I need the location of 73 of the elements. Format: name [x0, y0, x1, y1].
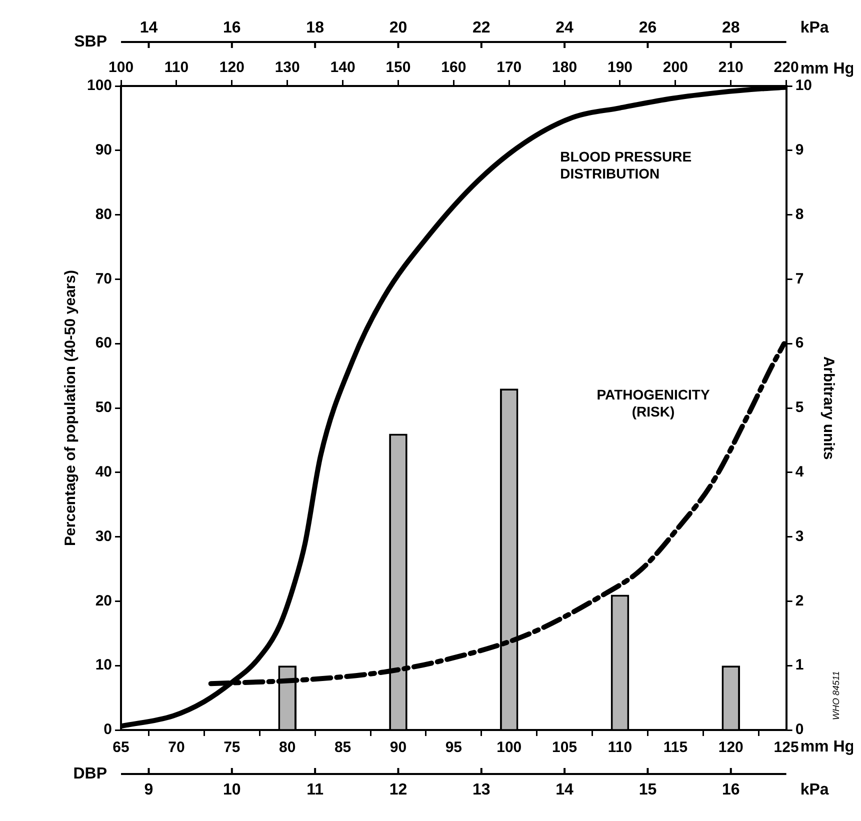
x-tick-label: 125: [774, 739, 799, 756]
y-tick-label: 100: [86, 77, 112, 94]
series-label: BLOOD PRESSURE DISTRIBUTION: [560, 148, 692, 182]
x2-tick-label: 190: [607, 59, 633, 76]
y2-tick-label: 7: [795, 270, 804, 288]
x2-tick-label: 130: [274, 59, 300, 76]
text: 20: [389, 19, 408, 36]
text: 18: [306, 19, 324, 36]
x-tick-label: 110: [608, 739, 632, 756]
text: 9: [144, 781, 154, 798]
text: 14: [140, 19, 158, 36]
text: PATHOGENICITY (RISK): [596, 386, 710, 420]
x2-tick-label: 220: [774, 59, 799, 76]
text: 13: [472, 781, 490, 798]
x-tick-label: 85: [334, 739, 352, 756]
text: kPa: [800, 781, 829, 798]
text: kPa: [800, 19, 829, 36]
y-tick-label: 80: [95, 206, 112, 223]
y2-tick-label: 3: [795, 528, 804, 545]
y-tick-label: 10: [95, 656, 112, 674]
y2-tick-label: 4: [795, 464, 804, 481]
y-tick-label: 60: [95, 334, 112, 352]
x2-tick-label: 140: [330, 59, 356, 76]
y-tick-label: 20: [95, 592, 112, 610]
y-tick-label: 90: [95, 142, 112, 159]
x2-tick-label: 180: [552, 59, 578, 76]
x-tick-label: 115: [663, 739, 688, 756]
y-tick-label: 50: [95, 399, 112, 416]
text: 16: [722, 781, 740, 798]
y2-tick-label: 10: [795, 77, 812, 94]
x2-tick-label: 150: [386, 59, 411, 76]
x-tick-label: 100: [496, 739, 522, 756]
x-tick-label: 65: [112, 739, 130, 756]
text: 11: [306, 781, 324, 798]
y2-tick-label: 6: [795, 334, 804, 352]
y-tick-label: 40: [95, 464, 112, 481]
x2-tick-label: 120: [219, 59, 244, 76]
x2-tick-label: 210: [718, 59, 744, 76]
y2-tick-label: 0: [795, 721, 804, 738]
y2-tick-label: 9: [795, 142, 804, 159]
x-tick-label: 90: [390, 739, 407, 756]
text: 10: [223, 781, 241, 798]
text: DBP: [73, 765, 108, 782]
x2-tick-label: 170: [496, 59, 522, 76]
text: 12: [389, 781, 408, 798]
text: 15: [638, 781, 657, 798]
x2-tick-label: 110: [164, 59, 189, 76]
y-axis-title: Percentage of population (40-50 years): [62, 270, 80, 546]
x-tick-label: 80: [279, 739, 296, 756]
y-tick-label: 30: [95, 528, 112, 545]
y-tick-label: 0: [104, 721, 112, 738]
x-tick-label: 120: [718, 739, 744, 756]
x-tick-label: 70: [168, 739, 185, 756]
x-tick-label: 95: [445, 739, 462, 756]
text: 22: [472, 19, 490, 36]
y-tick-label: 70: [95, 270, 112, 288]
y2-tick-label: 5: [795, 399, 804, 416]
x-tick-label: 105: [552, 739, 578, 756]
x-tick-label: 75: [224, 739, 240, 756]
text: 14: [556, 781, 574, 798]
text: WHO 84511: [830, 671, 841, 720]
text: SBP: [74, 33, 108, 50]
text: 16: [223, 19, 241, 36]
text: 24: [556, 19, 574, 36]
text: 28: [722, 19, 740, 36]
x2-tick-label: 200: [662, 59, 688, 76]
y2-tick-label: 1: [795, 656, 804, 674]
x2-tick-label: 100: [108, 59, 134, 76]
x2-tick-label: 160: [441, 59, 466, 76]
text: 26: [638, 19, 657, 36]
y2-axis-title: Arbitrary units: [820, 356, 837, 460]
y2-tick-label: 8: [795, 206, 804, 223]
y2-tick-label: 2: [795, 592, 804, 610]
